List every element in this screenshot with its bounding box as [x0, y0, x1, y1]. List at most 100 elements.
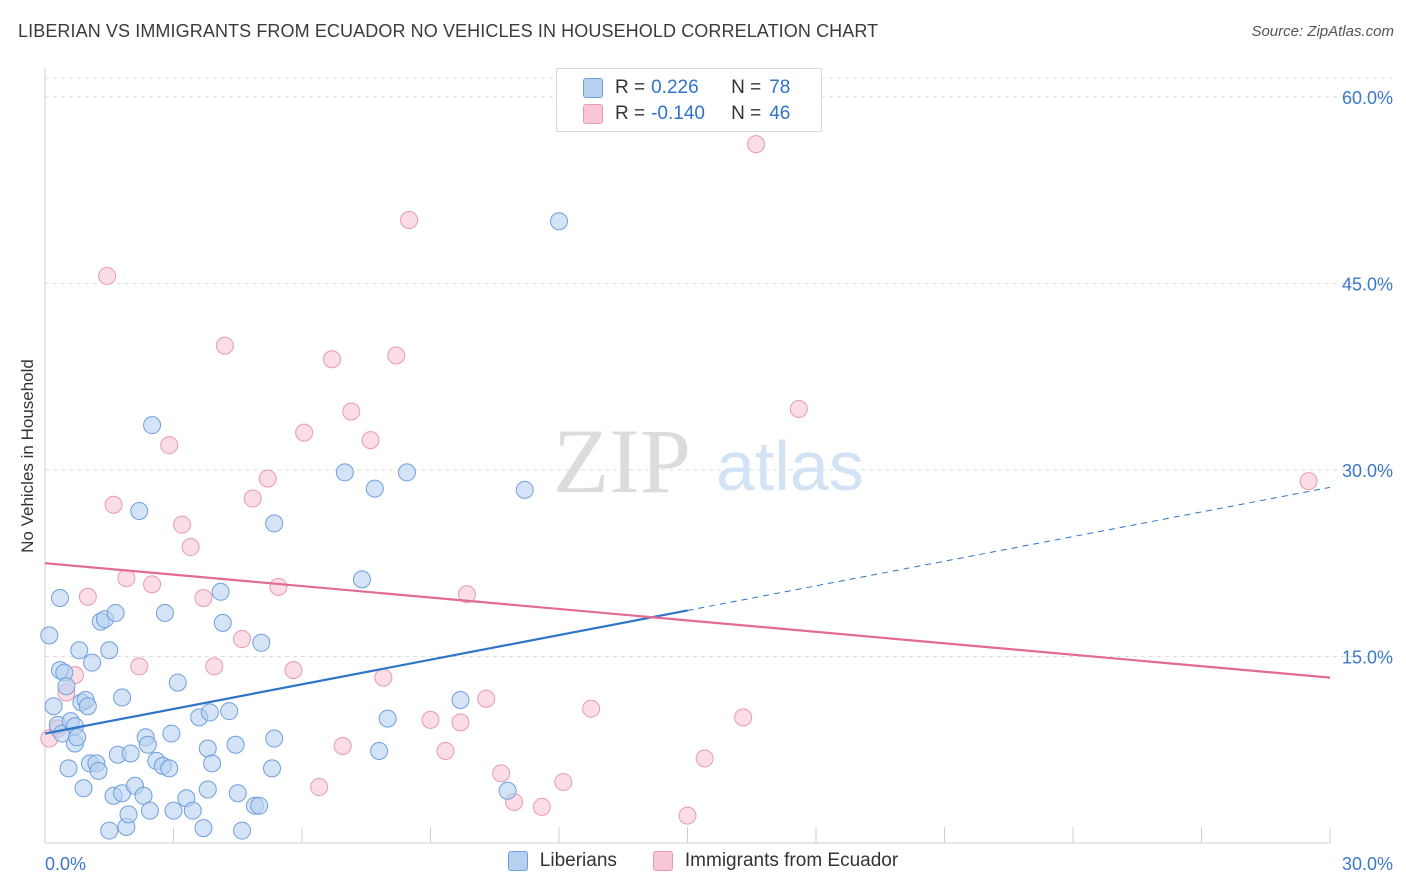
point-ecuador	[1299, 472, 1318, 491]
point-ecuador	[215, 336, 234, 355]
point-liberians	[106, 603, 125, 622]
point-liberians	[138, 735, 157, 754]
point-liberians	[162, 724, 181, 743]
point-liberians	[155, 603, 174, 622]
point-ecuador	[295, 423, 314, 442]
point-ecuador	[747, 135, 766, 154]
point-liberians	[213, 613, 232, 632]
point-ecuador	[342, 402, 361, 421]
point-ecuador	[181, 538, 200, 557]
trendline-liberians-extension	[687, 486, 1331, 611]
source-label: Source: ZipAtlas.com	[1251, 23, 1394, 40]
legend-n-label: N =	[731, 103, 762, 124]
point-liberians	[265, 514, 284, 533]
point-ecuador	[194, 589, 213, 608]
x-tick-label: 0.0%	[45, 854, 86, 874]
point-liberians	[233, 821, 252, 840]
point-ecuador	[457, 585, 476, 604]
point-ecuador	[284, 661, 303, 680]
point-liberians	[100, 641, 119, 660]
point-liberians	[265, 729, 284, 748]
point-liberians	[451, 690, 470, 709]
point-liberians	[78, 697, 97, 716]
legend-row-ecuador: R = -0.140 N = 46	[583, 101, 790, 127]
legend-label-liberians: Liberians	[539, 850, 617, 871]
point-ecuador	[130, 657, 149, 676]
point-liberians	[68, 728, 87, 747]
y-axis-title: No Vehicles in Household	[18, 359, 37, 553]
legend-swatch-ecuador	[583, 104, 603, 124]
point-liberians	[194, 819, 213, 838]
tick-labels: 15.0% 30.0% 45.0% 60.0% 0.0% 30.0%	[45, 88, 1393, 874]
legend-label-ecuador: Immigrants from Ecuador	[684, 850, 899, 871]
point-liberians	[226, 735, 245, 754]
point-ecuador	[117, 569, 136, 588]
point-ecuador	[243, 489, 262, 508]
legend-r-label: R =	[615, 77, 646, 98]
point-ecuador	[451, 713, 470, 732]
point-liberians	[498, 781, 517, 800]
legend-n-label: N =	[731, 77, 762, 98]
y-tick-label: 30.0%	[1342, 461, 1393, 481]
legend-r-label: R =	[615, 103, 646, 124]
point-ecuador	[160, 436, 179, 455]
point-ecuador	[734, 708, 753, 727]
legend-n-value: 78	[769, 77, 791, 98]
point-ecuador	[436, 741, 455, 760]
point-liberians	[134, 786, 153, 805]
watermark: ZIP atlas	[553, 410, 864, 512]
point-ecuador	[258, 469, 277, 488]
point-liberians	[378, 709, 397, 728]
point-liberians	[121, 744, 140, 763]
point-liberians	[228, 784, 247, 803]
series-legend: Liberians Immigrants from Ecuador	[0, 850, 1406, 872]
point-ecuador	[269, 577, 288, 596]
point-liberians	[252, 633, 271, 652]
point-liberians	[200, 703, 219, 722]
legend-swatch-liberians	[583, 78, 603, 98]
point-ecuador	[554, 773, 573, 792]
watermark-zip: ZIP	[553, 410, 691, 512]
point-liberians	[113, 688, 132, 707]
point-liberians	[50, 589, 69, 608]
watermark-atlas: atlas	[716, 427, 864, 505]
point-ecuador	[582, 699, 601, 718]
point-ecuador	[98, 266, 117, 285]
legend-swatch-liberians	[507, 851, 528, 871]
point-liberians	[74, 779, 93, 798]
point-liberians	[143, 416, 162, 435]
point-ecuador	[421, 710, 440, 729]
series-liberians-points	[40, 212, 568, 840]
legend-swatch-ecuador	[652, 851, 673, 871]
point-ecuador	[78, 587, 97, 606]
point-liberians	[164, 801, 183, 820]
point-liberians	[140, 801, 159, 820]
point-liberians	[183, 801, 202, 820]
point-liberians	[250, 796, 269, 815]
point-ecuador	[143, 575, 162, 594]
point-liberians	[40, 626, 59, 645]
legend-row-liberians: R = 0.226 N = 78	[583, 75, 790, 101]
point-liberians	[130, 501, 149, 520]
stats-legend: R = 0.226 N = 78 R = -0.140 N = 46	[556, 68, 822, 132]
point-liberians	[100, 821, 119, 840]
point-liberians	[168, 673, 187, 692]
point-ecuador	[322, 350, 341, 369]
point-ecuador	[233, 630, 252, 649]
point-ecuador	[205, 657, 224, 676]
point-ecuador	[400, 210, 419, 229]
point-liberians	[83, 653, 102, 672]
legend-n-value: 46	[769, 103, 791, 124]
legend-item-liberians: Liberians	[507, 850, 617, 872]
point-ecuador	[678, 806, 697, 825]
point-ecuador	[310, 778, 329, 797]
axes	[44, 68, 1331, 844]
legend-item-ecuador: Immigrants from Ecuador	[652, 850, 899, 872]
point-liberians	[198, 780, 217, 799]
point-ecuador	[361, 431, 380, 450]
point-liberians	[365, 479, 384, 498]
point-ecuador	[173, 515, 192, 534]
y-tick-label: 60.0%	[1342, 88, 1393, 108]
point-ecuador	[333, 737, 352, 756]
